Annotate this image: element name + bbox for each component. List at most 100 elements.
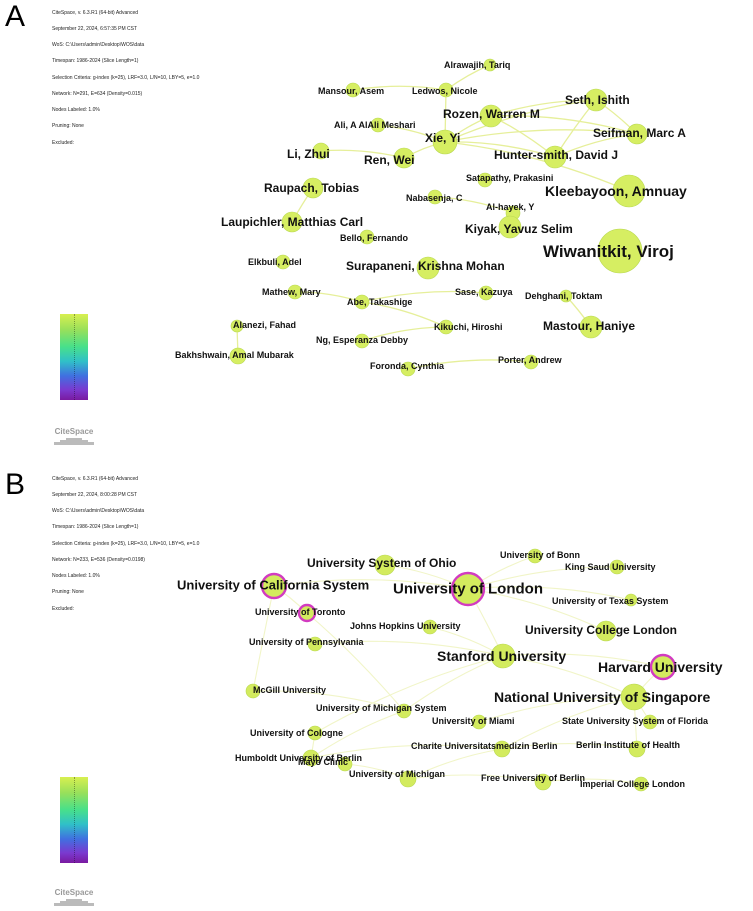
- meta-line: Pruning: None: [52, 589, 84, 596]
- network-edge: [478, 696, 635, 723]
- node-label-hunter-smith-david-j: Hunter-smith, David J: [494, 148, 618, 162]
- node-label-mathew-mary: Mathew, Mary: [262, 287, 321, 297]
- node-label-free-university-of-berlin: Free University of Berlin: [481, 773, 585, 783]
- network-edge: [407, 359, 532, 370]
- meta-line: Network: N=291, E=634 (Density=0.015): [52, 90, 143, 97]
- node-label-nabasenja-c: Nabasenja, C: [406, 193, 463, 203]
- node-university-college-london[interactable]: [595, 620, 617, 642]
- node-satapathy-prakasini[interactable]: [477, 172, 493, 188]
- node-university-of-miami[interactable]: [471, 714, 487, 730]
- node-dehghani-toktam[interactable]: [559, 289, 573, 303]
- meta-line: Selection Criteria: g-index (k=25), LRF=…: [52, 540, 200, 547]
- node-state-university-system-of-florida[interactable]: [642, 714, 658, 730]
- network-edge: [501, 696, 635, 750]
- node-surapaneni-krishna-mohan[interactable]: [416, 256, 440, 280]
- node-harvard-university[interactable]: [649, 653, 677, 681]
- node-label-humboldt-university-of-berlin: Humboldt University of Berlin: [235, 753, 362, 763]
- node-kiyak-yavuz-selim[interactable]: [498, 215, 522, 239]
- node-johns-hopkins-university[interactable]: [422, 619, 438, 635]
- node-kikuchi-hiroshi[interactable]: [438, 319, 454, 335]
- panel-b-citespace-logo: CiteSpace: [51, 888, 97, 906]
- panel-a-metadata: CiteSpace, v. 6.3.R1 (64-bit) Advanced S…: [52, 0, 199, 151]
- node-label-xie-yi: Xie, Yi: [425, 131, 460, 145]
- network-edge: [502, 653, 664, 668]
- node-ledwos-nicole[interactable]: [438, 82, 454, 98]
- node-porter-andrew[interactable]: [523, 354, 539, 370]
- node-label-mansour-asem: Mansour, Asem: [318, 86, 384, 96]
- network-edge: [444, 129, 638, 143]
- node-university-system-of-ohio[interactable]: [374, 554, 396, 576]
- node-ali-a-alali-meshari[interactable]: [370, 117, 386, 133]
- node-label-ledwos-nicole: Ledwos, Nicole: [412, 86, 478, 96]
- node-abe-takashige[interactable]: [354, 294, 370, 310]
- network-edge: [314, 655, 504, 734]
- node-raupach-tobias[interactable]: [302, 177, 324, 199]
- node-label-university-of-texas-system: University of Texas System: [552, 596, 668, 606]
- network-edge: [502, 655, 635, 698]
- meta-line: Network: N=233, E=536 (Density=0.0198): [52, 556, 145, 563]
- node-label-al-hayek-y: Al-hayek, Y: [486, 202, 534, 212]
- node-label-kleebayoon-amnuay: Kleebayoon, Amnuay: [545, 183, 687, 199]
- network-edge: [310, 710, 405, 759]
- node-rozen-warren-m[interactable]: [479, 104, 503, 128]
- node-label-ali-a-alali-meshari: Ali, A AlAli Meshari: [334, 120, 416, 130]
- node-mathew-mary[interactable]: [287, 284, 303, 300]
- node-seth-ishith[interactable]: [584, 88, 608, 112]
- node-king-saud-university[interactable]: [609, 559, 625, 575]
- node-mayo-clinic[interactable]: [337, 756, 353, 772]
- node-foronda-cynthia[interactable]: [400, 361, 416, 377]
- node-hunter-smith-david-j[interactable]: [543, 145, 567, 169]
- node-stanford-university[interactable]: [490, 643, 516, 669]
- node-label-bakhshwain-amal-mubarak: Bakhshwain, Amal Mubarak: [175, 350, 295, 360]
- node-mastour-haniye[interactable]: [579, 315, 603, 339]
- node-label-king-saud-university: King Saud University: [565, 562, 656, 572]
- node-alanezi-fahad[interactable]: [230, 319, 244, 333]
- node-label-university-system-of-ohio: University System of Ohio: [307, 556, 456, 570]
- node-wiwanitkit-viroj[interactable]: [597, 228, 643, 274]
- node-university-of-london[interactable]: [450, 571, 486, 607]
- meta-line: WoS: C:\Users\admin\Desktop\WOS\data: [52, 508, 145, 515]
- node-label-alanezi-fahad: Alanezi, Fahad: [233, 320, 296, 330]
- node-li-zhui[interactable]: [312, 142, 330, 160]
- node-label-charite-universitatsmedizin-berlin: Charite Universitatsmedizin Berlin: [411, 741, 558, 751]
- node-mansour-asem[interactable]: [345, 82, 361, 98]
- panel-a-citespace-logo: CiteSpace: [51, 427, 97, 445]
- node-elkbuli-adel[interactable]: [275, 254, 291, 270]
- node-xie-yi[interactable]: [432, 129, 458, 155]
- node-charite-universitatsmedizin-berlin[interactable]: [493, 740, 511, 758]
- node-nabasenja-c[interactable]: [427, 189, 443, 205]
- node-alrawajih-tariq[interactable]: [483, 58, 497, 72]
- panel-a-coauthor-network: Alrawajih, Tariq Mansour, Asem Ledwos, Nic…: [175, 58, 687, 377]
- node-university-of-toronto[interactable]: [297, 603, 317, 623]
- node-university-of-michigan[interactable]: [399, 770, 417, 788]
- node-university-of-california-system[interactable]: [260, 572, 288, 600]
- node-ng-esperanza-debby[interactable]: [354, 333, 370, 349]
- node-humboldt-university-of-berlin[interactable]: [302, 749, 320, 767]
- network-edge: [310, 744, 503, 759]
- node-university-of-pennsylvania[interactable]: [307, 636, 323, 652]
- node-bello-fernando[interactable]: [359, 229, 375, 245]
- node-berlin-institute-of-health[interactable]: [628, 740, 646, 758]
- node-university-of-texas-system[interactable]: [624, 593, 638, 607]
- node-national-university-of-singapore[interactable]: [620, 683, 648, 711]
- network-edge: [444, 99, 597, 143]
- node-university-of-bonn[interactable]: [527, 548, 543, 564]
- node-label-bello-fernando: Bello, Fernando: [340, 233, 409, 243]
- node-bakhshwain-amal-mubarak[interactable]: [229, 347, 247, 365]
- node-mcgill-university[interactable]: [245, 683, 261, 699]
- node-laupichler-matthias-carl[interactable]: [281, 211, 303, 233]
- node-ren-wei[interactable]: [393, 147, 415, 169]
- network-edge: [361, 326, 447, 342]
- node-kleebayoon-amnuay[interactable]: [612, 174, 646, 208]
- node-free-university-of-berlin[interactable]: [534, 773, 552, 791]
- network-edge: [407, 774, 544, 783]
- panel-b-color-legend: [60, 777, 88, 863]
- node-sase-kazuya[interactable]: [478, 285, 494, 301]
- node-university-of-michigan-system[interactable]: [396, 703, 412, 719]
- node-seifman-marc-a[interactable]: [626, 123, 648, 145]
- node-university-of-cologne[interactable]: [307, 725, 323, 741]
- node-label-state-university-system-of-florida: State University System of Florida: [562, 716, 709, 726]
- meta-line: Selection Criteria: g-index (k=25), LRF=…: [52, 74, 200, 81]
- node-imperial-college-london[interactable]: [633, 776, 649, 792]
- meta-line: Nodes Labeled: 1.0%: [52, 573, 100, 580]
